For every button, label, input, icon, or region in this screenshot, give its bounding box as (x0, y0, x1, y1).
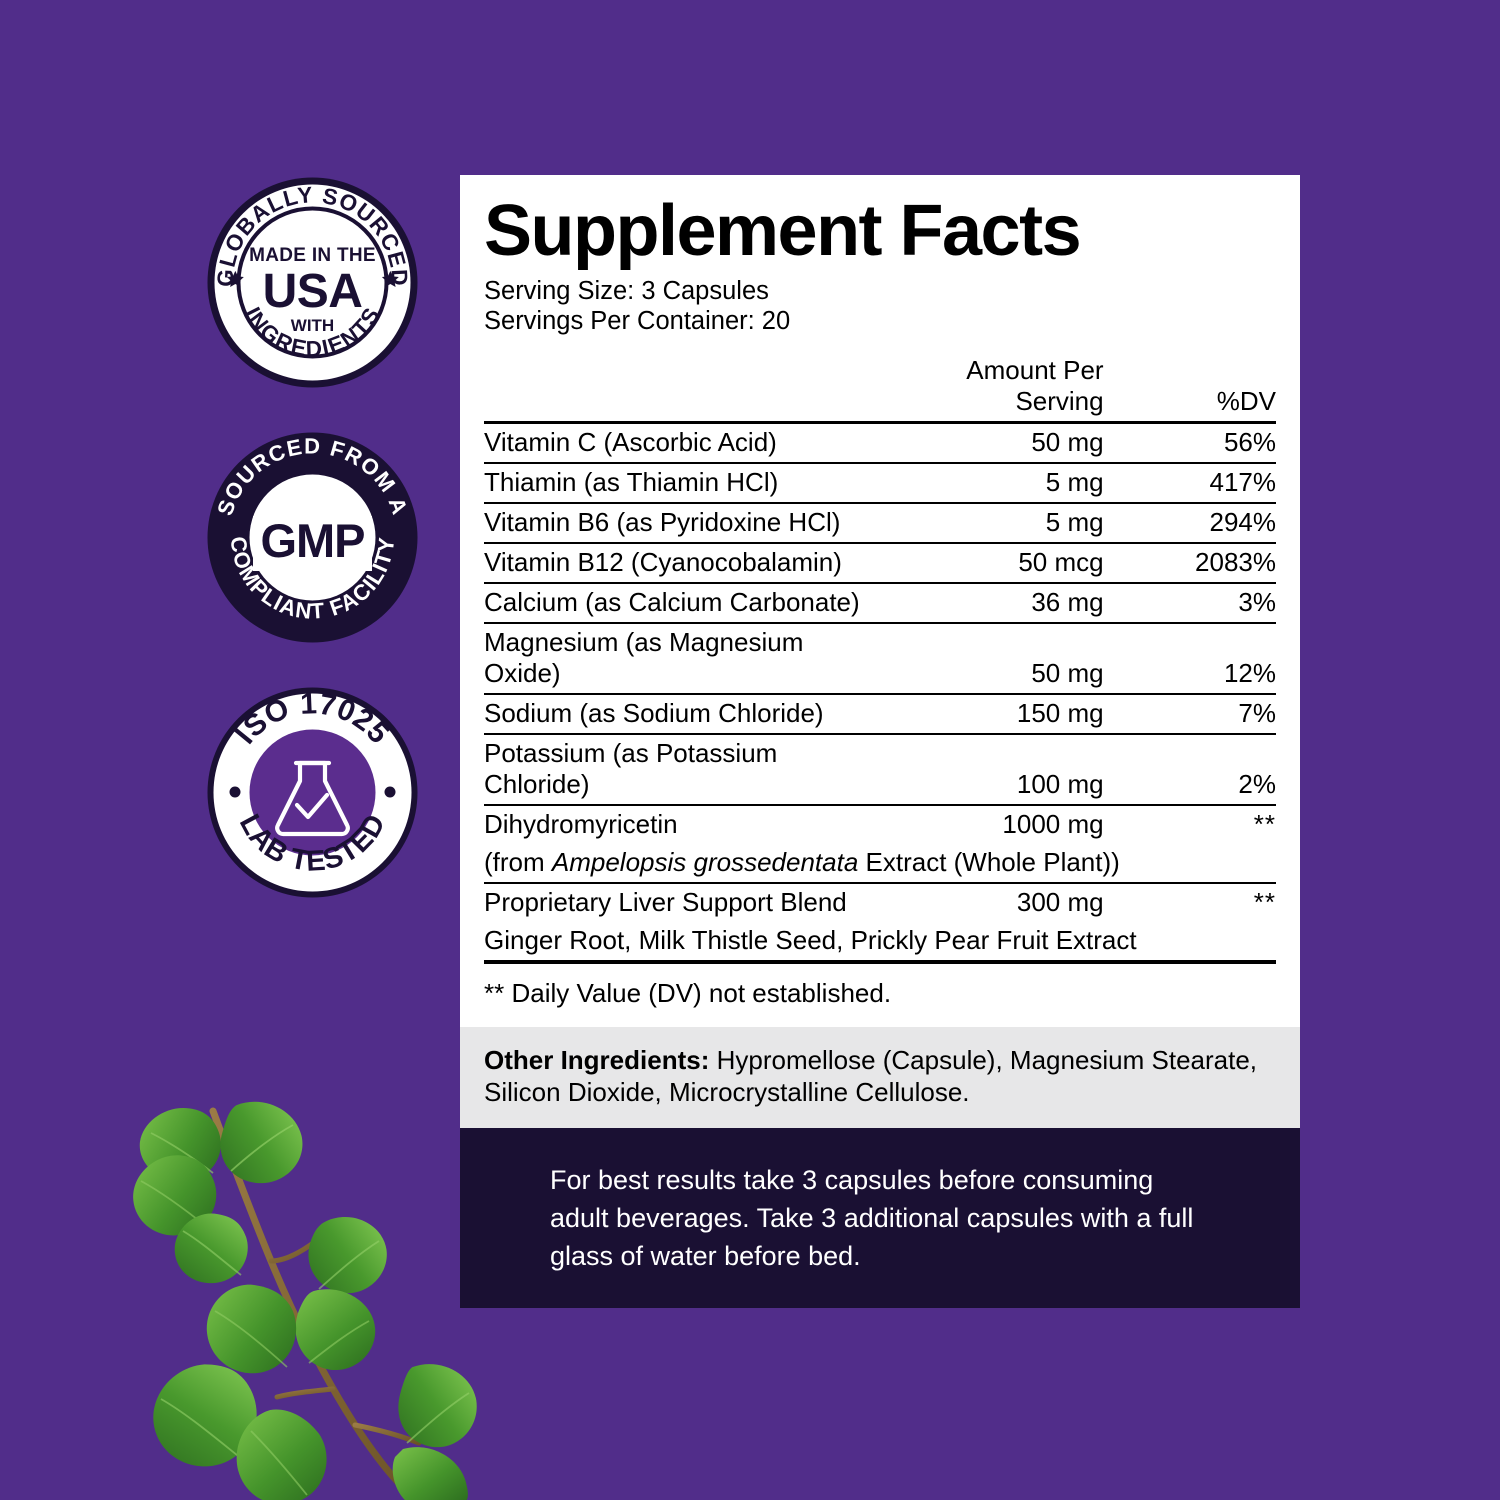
plant-leaf (295, 1289, 376, 1370)
badge-white-field (214, 184, 411, 381)
nutrient-name: Vitamin B6 (as Pyridoxine HCl) (484, 507, 841, 538)
dhm-dv: ** (1253, 809, 1276, 840)
plant-side-stem-2 (274, 1386, 336, 1400)
table-header-row: Amount Per Serving %DV (484, 352, 1276, 423)
badge-line-1: MADE IN THE (249, 245, 376, 266)
plant-branch-illustration (55, 1085, 485, 1500)
plant-main-stem (209, 1107, 423, 1500)
dhm-scientific-name: Ampelopsis grossedentata (551, 847, 859, 878)
plant-side-stem-1 (268, 1232, 326, 1264)
dot-left (229, 786, 241, 798)
badge-inner-purple-circle (249, 729, 376, 856)
servings-per-container: Servings Per Container: 20 (484, 307, 791, 336)
blend-dv: ** (1253, 887, 1276, 918)
table-row: Dihydromyricetin 1000 mg ** (484, 805, 1276, 844)
nutrient-name: Sodium (as Sodium Chloride) (484, 698, 824, 729)
nutrient-amount: 5 mg (1045, 507, 1104, 538)
serving-size: Serving Size: 3 Capsules (484, 277, 769, 306)
table-row: Sodium (as Sodium Chloride) 150 mg 7% (484, 694, 1276, 735)
badge-line-3: WITH (291, 316, 334, 335)
other-ingredients-paragraph: Other Ingredients: Hypromellose (Capsule… (484, 1045, 1276, 1108)
blend-name: Proprietary Liver Support Blend (484, 887, 847, 918)
star-icon-left (226, 270, 244, 287)
column-header-amount: Amount Per Serving (966, 355, 1104, 417)
badge-made-in-usa: GLOBALLY SOURCED INGREDIENTS MADE IN THE… (205, 175, 420, 390)
table-row: Thiamin (as Thiamin HCl) 5 mg 417% (484, 463, 1277, 504)
table-row: Calcium (as Calcium Carbonate) 36 mg 3% (484, 583, 1276, 624)
nutrient-dv: 417% (1209, 467, 1277, 498)
dhm-source-prefix: (from (484, 847, 552, 878)
nutrient-dv: 2083% (1195, 547, 1276, 578)
badge-center-text: GMP (260, 514, 364, 567)
plant-leaf (133, 1155, 217, 1236)
plant-side-stem-3 (352, 1422, 422, 1446)
nutrient-name: Thiamin (as Thiamin HCl) (484, 467, 779, 498)
dhm-name: Dihydromyricetin (484, 809, 678, 840)
badge-bottom-bar (253, 563, 372, 571)
nutrient-dv: 56% (1223, 427, 1276, 458)
daily-value-note: ** Daily Value (DV) not established. (484, 978, 892, 1009)
badge-center-band (253, 524, 372, 563)
table-row: Vitamin B12 (Cyanocobalamin) 50 mcg 2083… (484, 543, 1276, 584)
column-header-name (484, 352, 880, 423)
plant-leaf (392, 1447, 468, 1500)
column-header-dv: %DV (1216, 386, 1276, 417)
plant-leaf (308, 1217, 387, 1294)
nutrient-dv: 7% (1238, 698, 1276, 729)
nutrient-name: Vitamin C (Ascorbic Acid) (484, 427, 777, 458)
plant-leaf (174, 1213, 248, 1284)
nutrient-amount: 50 mg (1031, 427, 1104, 458)
badge-line-2: USA (263, 265, 363, 318)
star-icon-right (381, 270, 399, 287)
plant-leaf (139, 1108, 221, 1182)
table-row-subtext: Ginger Root, Milk Thistle Seed, Prickly … (484, 922, 1276, 963)
table-row: Vitamin B6 (as Pyridoxine HCl) 5 mg 294% (484, 503, 1277, 544)
directions-panel: For best results take 3 capsules before … (460, 1128, 1300, 1308)
badge-gmp-compliant: GMP SOURCED FROM A COMPLIANT FACILITY (205, 430, 420, 645)
nutrient-name: Vitamin B12 (Cyanocobalamin) (484, 547, 842, 578)
supplement-facts-card: Supplement Facts Serving Size: 3 Capsule… (460, 175, 1300, 1028)
directions-text: For best results take 3 capsules before … (550, 1164, 1194, 1272)
dot-right (384, 786, 396, 798)
table-row: Proprietary Liver Support Blend 300 mg *… (484, 883, 1276, 922)
nutrient-dv: 12% (1223, 658, 1276, 689)
dhm-source-suffix: Extract (Whole Plant)) (858, 847, 1120, 878)
nutrient-dv: 2% (1238, 769, 1276, 800)
nutrient-amount: 50 mg (1031, 658, 1104, 689)
other-ingredients-band: Other Ingredients: Hypromellose (Capsule… (460, 1027, 1300, 1129)
table-row: Vitamin C (Ascorbic Acid) 50 mg 56% (484, 423, 1276, 464)
other-ingredients-text: Hypromellose (Capsule), Magnesium Steara… (484, 1045, 1258, 1107)
plant-leaf (220, 1101, 303, 1184)
nutrient-name: Potassium (as Potassium Chloride) (484, 738, 778, 800)
table-row: Potassium (as Potassium Chloride) 100 mg… (484, 734, 1276, 806)
plant-leaf (398, 1364, 477, 1448)
badge-top-bar (253, 516, 372, 524)
nutrient-amount: 50 mcg (1018, 547, 1104, 578)
nutrient-amount: 100 mg (1016, 769, 1104, 800)
table-row-subtext: (from Ampelopsis grossedentata Extract (… (484, 844, 1276, 884)
nutrient-amount: 5 mg (1045, 467, 1104, 498)
other-ingredients-label: Other Ingredients: (484, 1045, 710, 1075)
supplement-facts-table: Amount Per Serving %DV Vitamin C (Ascorb… (484, 352, 1276, 964)
nutrient-amount: 150 mg (1016, 698, 1104, 729)
blend-amount: 300 mg (1016, 887, 1104, 918)
nutrient-name: Calcium (as Calcium Carbonate) (484, 587, 860, 618)
dhm-amount: 1000 mg (1002, 809, 1104, 840)
dhm-source: (from Ampelopsis grossedentata Extract (… (484, 844, 1276, 883)
table-row: Magnesium (as Magnesium Oxide) 50 mg 12% (484, 623, 1276, 695)
blend-ingredients: Ginger Root, Milk Thistle Seed, Prickly … (484, 925, 1137, 956)
badge-iso-lab-tested: ISO 17025 LAB TESTED (205, 685, 420, 900)
page-title: Supplement Facts (484, 191, 1082, 271)
nutrient-amount: 36 mg (1031, 587, 1104, 618)
nutrient-dv: 3% (1238, 587, 1276, 618)
nutrient-name: Magnesium (as Magnesium Oxide) (484, 627, 804, 689)
flask-check-icon (275, 760, 350, 837)
plant-leaf (206, 1284, 297, 1374)
certification-badge-column: GLOBALLY SOURCED INGREDIENTS MADE IN THE… (205, 175, 420, 940)
nutrient-dv: 294% (1209, 507, 1277, 538)
plant-leaf (153, 1364, 257, 1467)
plant-leaf (236, 1409, 327, 1500)
